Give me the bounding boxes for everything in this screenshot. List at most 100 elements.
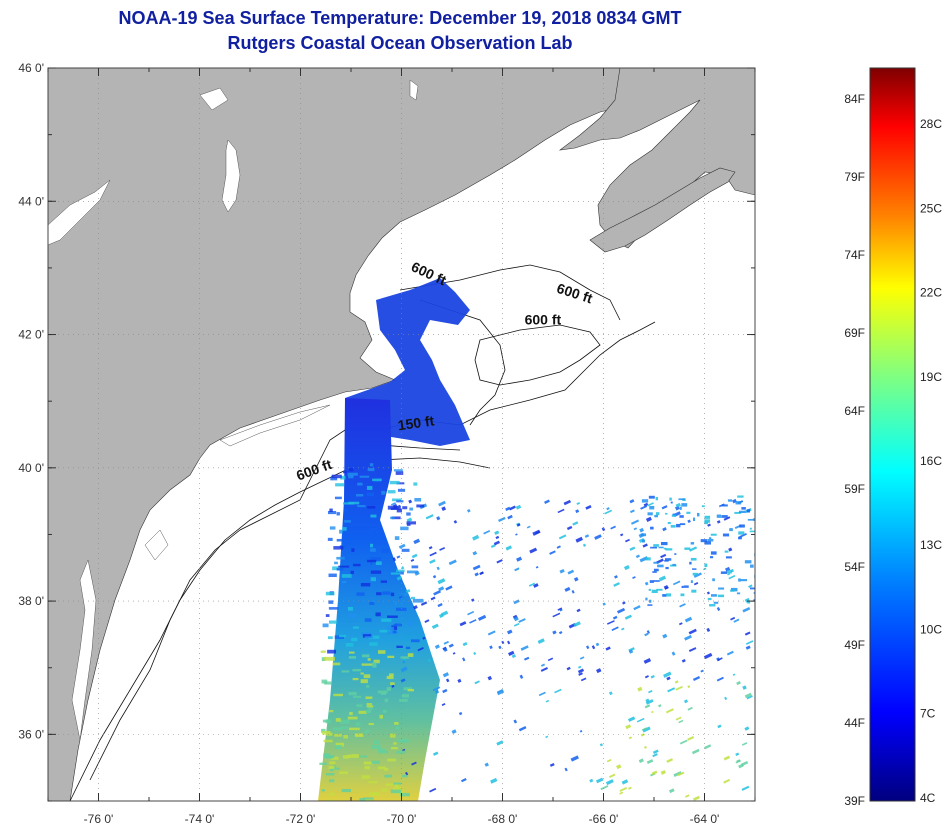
sst-speck xyxy=(644,745,647,749)
sst-speck xyxy=(347,472,358,476)
sst-speck xyxy=(386,626,395,631)
sst-speck xyxy=(390,682,395,685)
sst-speck xyxy=(334,561,338,565)
sst-speck xyxy=(402,660,406,664)
sst-speck xyxy=(678,622,683,626)
sst-speck xyxy=(507,640,511,645)
sst-speck xyxy=(333,727,343,731)
sst-speck xyxy=(648,495,655,499)
sst-speck xyxy=(616,764,622,770)
sst-speck xyxy=(596,668,602,674)
sst-speck xyxy=(400,526,409,531)
lat-tick-label: 40 0' xyxy=(18,461,44,475)
sst-speck xyxy=(623,564,630,571)
sst-speck xyxy=(498,645,502,650)
sst-speck xyxy=(513,719,518,724)
sst-speck xyxy=(401,548,410,552)
sst-speck xyxy=(742,685,747,690)
sst-speck xyxy=(725,556,732,559)
sst-speck xyxy=(651,589,658,593)
sst-speck xyxy=(360,679,368,684)
sst-speck xyxy=(730,589,735,592)
sst-speck xyxy=(323,755,333,759)
sst-speck xyxy=(744,692,752,698)
sst-speck xyxy=(750,564,754,568)
sst-speck xyxy=(629,499,635,504)
sst-speck xyxy=(549,550,556,555)
sst-speck xyxy=(579,656,585,660)
sst-speck xyxy=(405,589,411,594)
sst-speck xyxy=(717,594,725,598)
sst-speck xyxy=(387,758,396,762)
sst-speck xyxy=(437,603,443,608)
land-nova-scotia xyxy=(589,167,736,253)
sst-speck xyxy=(428,546,433,550)
sst-speck xyxy=(393,469,403,472)
sst-speck xyxy=(625,538,630,543)
sst-speck xyxy=(735,752,740,756)
sst-speck xyxy=(690,542,695,545)
contour-label: 600 ft xyxy=(525,312,562,328)
sst-speck xyxy=(343,471,347,474)
sst-speck xyxy=(513,622,520,627)
sst-speck xyxy=(325,591,335,596)
sst-speck xyxy=(390,502,397,506)
sst-speck xyxy=(400,666,408,673)
sst-speck xyxy=(647,512,653,516)
sst-swath xyxy=(318,278,755,801)
colorbar-c-label: 25C xyxy=(920,201,942,215)
sst-speck xyxy=(403,687,413,691)
sst-speck xyxy=(370,543,374,548)
sst-speck xyxy=(334,635,345,639)
sst-speck xyxy=(691,589,697,593)
sst-speck xyxy=(552,630,557,635)
colorbar-c-label: 4C xyxy=(920,791,936,805)
sst-speck xyxy=(704,521,709,525)
sst-speck xyxy=(589,778,594,783)
sst-speck xyxy=(575,509,580,514)
sst-speck xyxy=(496,559,503,564)
sst-speck xyxy=(696,512,700,517)
lat-tick-label: 42 0' xyxy=(18,328,44,342)
sst-speck xyxy=(459,621,467,627)
sst-speck xyxy=(648,588,651,591)
sst-speck xyxy=(624,614,632,620)
sst-speck xyxy=(443,647,448,652)
sst-speck xyxy=(390,733,396,738)
sst-speck xyxy=(663,671,672,678)
sst-speck xyxy=(661,505,668,510)
sst-speck xyxy=(400,792,410,797)
sst-speck xyxy=(381,549,390,553)
sst-speck xyxy=(649,505,655,510)
grid-lines xyxy=(48,68,755,801)
sst-speck xyxy=(638,758,644,764)
sst-speck xyxy=(744,726,750,731)
sst-speck xyxy=(442,672,449,678)
sst-speck xyxy=(469,619,477,624)
sst-speck xyxy=(614,575,618,579)
sst-speck xyxy=(663,547,667,550)
sst-speck xyxy=(637,686,643,692)
sst-speck xyxy=(627,716,636,722)
sst-speck xyxy=(484,762,489,767)
sst-speck xyxy=(341,580,347,584)
sst-speck xyxy=(370,548,376,552)
sst-speck xyxy=(735,501,742,505)
contour-600ft-shelf xyxy=(69,457,491,801)
sst-speck xyxy=(554,688,562,694)
sst-speck xyxy=(396,555,401,559)
sst-speck xyxy=(723,516,731,521)
sst-speck xyxy=(545,699,550,703)
sst-speck xyxy=(474,572,479,577)
sst-speck xyxy=(457,678,462,683)
sst-speck xyxy=(746,509,751,513)
sst-speck xyxy=(664,558,672,561)
sst-speck xyxy=(409,507,414,511)
sst-speck xyxy=(747,601,751,604)
sst-speck xyxy=(572,521,579,526)
sst-speck xyxy=(683,585,689,588)
sst-speck xyxy=(686,511,691,514)
sst-speck xyxy=(401,566,405,570)
sst-speck xyxy=(664,560,669,562)
sst-speck xyxy=(716,676,724,682)
